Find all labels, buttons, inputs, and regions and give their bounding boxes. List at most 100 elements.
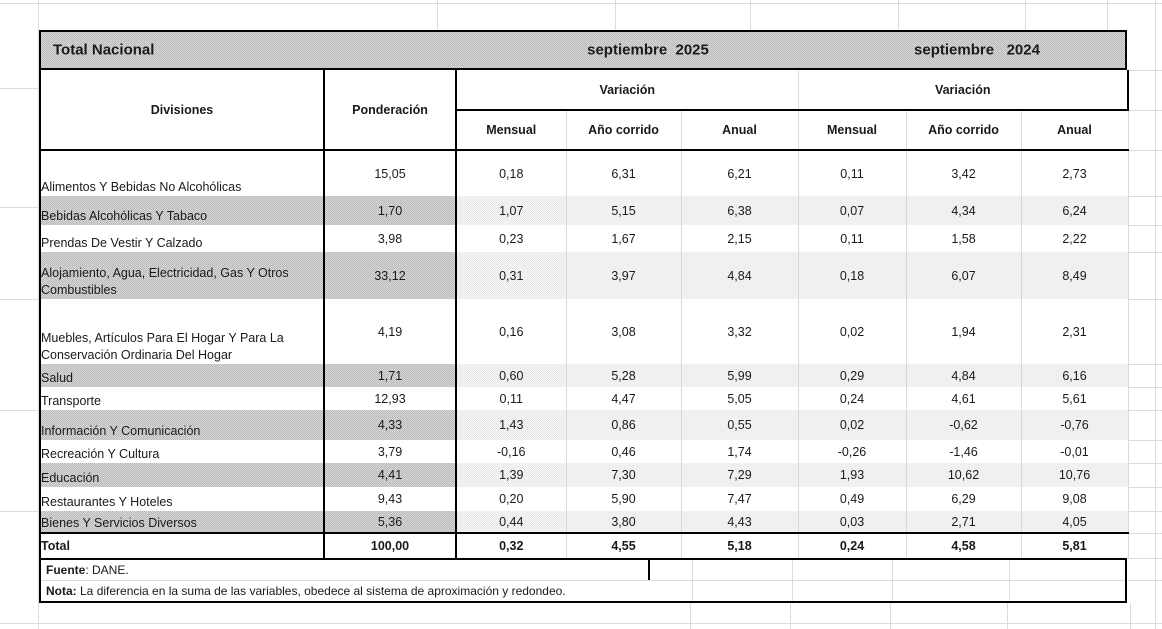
value-cell: 0,49 <box>798 487 907 511</box>
col-header-variacion-2025: Variación <box>456 70 799 111</box>
value-cell: 4,05 <box>1021 511 1129 533</box>
table-row: Alimentos Y Bebidas No Alcohólicas 15,05… <box>39 150 1129 196</box>
note-label: Nota: <box>46 584 77 598</box>
total-value-cell: 5,18 <box>681 532 799 558</box>
gridline <box>1128 364 1162 365</box>
gridline <box>790 603 791 629</box>
gridline <box>1155 0 1156 629</box>
col-header-divisiones: Divisiones <box>39 70 325 151</box>
division-cell: Transporte <box>39 387 325 410</box>
total-label: Total <box>39 532 325 558</box>
value-cell: 0,20 <box>456 487 567 511</box>
note-text: La diferencia en la suma de las variable… <box>76 584 566 598</box>
value-cell: 4,43 <box>681 511 799 533</box>
table-row: Educación 4,41 1,39 7,30 7,29 1,93 10,62… <box>39 463 1129 487</box>
gridline <box>1128 410 1162 411</box>
gridline <box>1128 440 1162 441</box>
value-cell: 0,29 <box>798 364 907 387</box>
value-cell: 0,03 <box>798 511 907 533</box>
gridline <box>38 0 39 629</box>
value-cell: -1,46 <box>906 440 1022 463</box>
gridline <box>1130 603 1131 629</box>
value-cell: 0,18 <box>798 252 907 299</box>
value-cell: 8,49 <box>1021 252 1129 299</box>
period-2025-label: septiembre 2025 <box>587 41 709 59</box>
value-cell: 5,61 <box>1021 387 1129 410</box>
value-cell: 5,15 <box>566 196 682 225</box>
value-cell: 5,28 <box>566 364 682 387</box>
gridline <box>1128 511 1162 512</box>
col-header-anual-2025: Anual <box>681 110 799 151</box>
ponderacion-cell: 5,36 <box>324 511 457 533</box>
value-cell: 1,67 <box>566 225 682 252</box>
table-row: Información Y Comunicación 4,33 1,43 0,8… <box>39 410 1129 440</box>
value-cell: 1,43 <box>456 410 567 440</box>
header-row-variacion: Divisiones Ponderación Variación Variaci… <box>39 70 1129 151</box>
gridline <box>1128 225 1162 226</box>
value-cell: 0,02 <box>798 299 907 364</box>
col-header-mensual-2025: Mensual <box>456 110 567 151</box>
division-cell: Salud <box>39 364 325 387</box>
value-cell: 4,34 <box>906 196 1022 225</box>
col-header-anual-2024: Anual <box>1021 110 1129 151</box>
value-cell: 3,32 <box>681 299 799 364</box>
table-row: Restaurantes Y Hoteles 9,43 0,20 5,90 7,… <box>39 487 1129 511</box>
division-cell: Recreación Y Cultura <box>39 440 325 463</box>
value-cell: 2,15 <box>681 225 799 252</box>
gridline <box>1128 150 1162 151</box>
gridline <box>1009 560 1010 601</box>
value-cell: 0,24 <box>798 387 907 410</box>
value-cell: 4,84 <box>906 364 1022 387</box>
col-header-ponderacion: Ponderación <box>324 70 457 151</box>
period-2024-label: septiembre 2024 <box>914 41 1040 59</box>
value-cell: -0,62 <box>906 410 1022 440</box>
col-header-anocorrido-2025: Año corrido <box>566 110 682 151</box>
col-header-variacion-2024: Variación <box>798 70 1129 111</box>
gridline <box>437 0 438 30</box>
value-cell: 0,86 <box>566 410 682 440</box>
value-cell: 7,47 <box>681 487 799 511</box>
ponderacion-cell: 1,71 <box>324 364 457 387</box>
value-cell: 6,24 <box>1021 196 1129 225</box>
total-ponderacion: 100,00 <box>324 532 457 558</box>
division-cell: Educación <box>39 463 325 487</box>
value-cell: 10,76 <box>1021 463 1129 487</box>
value-cell: 6,07 <box>906 252 1022 299</box>
value-cell: 0,16 <box>456 299 567 364</box>
ponderacion-cell: 9,43 <box>324 487 457 511</box>
ponderacion-cell: 4,41 <box>324 463 457 487</box>
division-cell: Información Y Comunicación <box>39 410 325 440</box>
value-cell: 0,44 <box>456 511 567 533</box>
source-line: Fuente: DANE. <box>41 560 1130 580</box>
division-cell: Restaurantes Y Hoteles <box>39 487 325 511</box>
value-cell: 1,93 <box>798 463 907 487</box>
col-header-mensual-2024: Mensual <box>798 110 907 151</box>
table-row: Salud 1,71 0,60 5,28 5,99 0,29 4,84 6,16 <box>39 364 1129 387</box>
division-cell: Prendas De Vestir Y Calzado <box>39 225 325 252</box>
value-cell: 10,62 <box>906 463 1022 487</box>
value-cell: 4,47 <box>566 387 682 410</box>
ponderacion-cell: 4,19 <box>324 299 457 364</box>
table-row: Prendas De Vestir Y Calzado 3,98 0,23 1,… <box>39 225 1129 252</box>
total-value-cell: 4,55 <box>566 532 682 558</box>
gridline <box>892 560 893 601</box>
gridline <box>692 560 693 601</box>
col-header-anocorrido-2024: Año corrido <box>906 110 1022 151</box>
value-cell: 5,90 <box>566 487 682 511</box>
gridline <box>750 0 751 30</box>
value-cell: -0,16 <box>456 440 567 463</box>
value-cell: 0,18 <box>456 150 567 196</box>
table-row: Bebidas Alcohólicas Y Tabaco 1,70 1,07 5… <box>39 196 1129 225</box>
gridline <box>898 0 899 30</box>
table-row: Alojamiento, Agua, Electricidad, Gas Y O… <box>39 252 1129 299</box>
gridline <box>1128 110 1162 111</box>
value-cell: 5,05 <box>681 387 799 410</box>
value-cell: 9,08 <box>1021 487 1129 511</box>
value-cell: -0,26 <box>798 440 907 463</box>
value-cell: 2,22 <box>1021 225 1129 252</box>
value-cell: 6,31 <box>566 150 682 196</box>
gridline <box>1128 70 1162 71</box>
division-cell: Alimentos Y Bebidas No Alcohólicas <box>39 150 325 196</box>
gridline <box>1128 580 1162 581</box>
value-cell: 6,29 <box>906 487 1022 511</box>
